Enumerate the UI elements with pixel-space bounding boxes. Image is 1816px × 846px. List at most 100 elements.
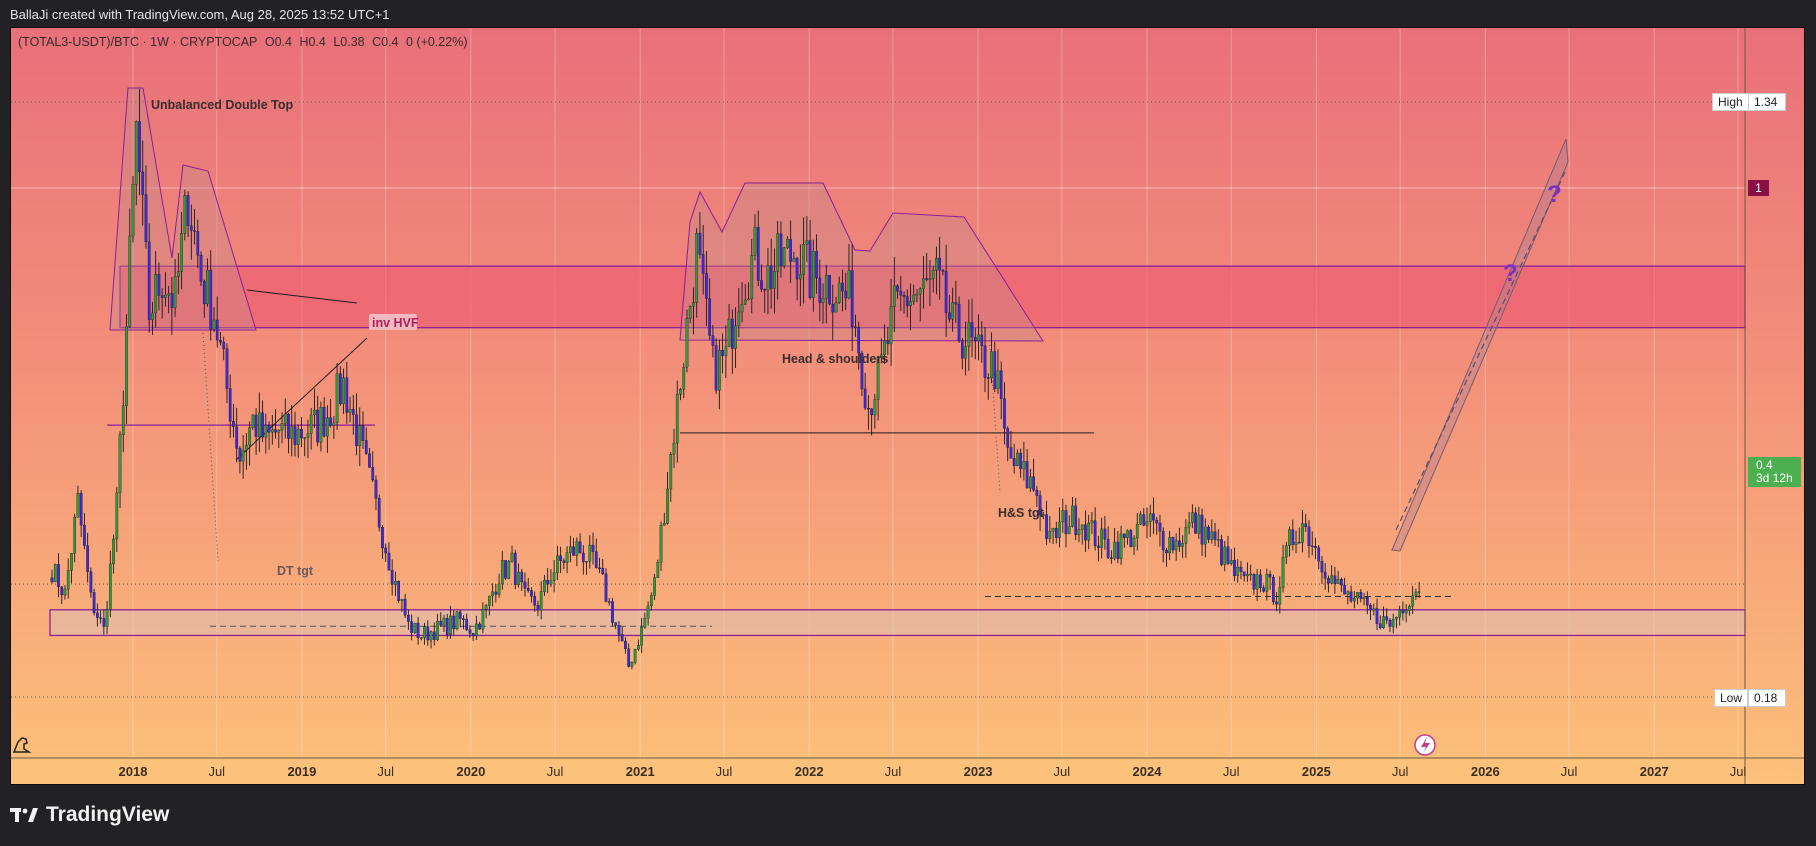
candle	[1122, 533, 1126, 548]
time-axis-tick-label: 2025	[1302, 764, 1331, 779]
candle-body	[614, 622, 618, 626]
candle-body	[1320, 560, 1324, 573]
candle-body	[251, 414, 255, 428]
candle	[180, 212, 183, 290]
candle	[384, 543, 388, 562]
candle-body	[1268, 574, 1272, 578]
candle-body	[666, 488, 669, 524]
candle	[403, 593, 407, 619]
candle	[1161, 527, 1165, 563]
candle	[782, 246, 786, 269]
candle	[572, 537, 575, 556]
low-value-tag: 0.18	[1748, 689, 1786, 707]
candle	[478, 621, 481, 630]
candle	[841, 269, 844, 312]
candle	[274, 409, 277, 439]
candle	[79, 490, 83, 538]
candle-body	[397, 581, 400, 601]
symbol-info[interactable]: (TOTAL3-USDT)/BTC · 1W · CRYPTOCAP O0.4 …	[18, 35, 472, 49]
candle	[1110, 550, 1113, 564]
candle-body	[1048, 531, 1052, 539]
candle-body	[70, 553, 73, 571]
candle-body	[1184, 526, 1188, 544]
candle	[779, 221, 783, 278]
candle	[967, 299, 971, 371]
candle-body	[261, 412, 264, 438]
candle-body	[756, 227, 760, 281]
candle	[818, 259, 822, 322]
candle-body	[1236, 566, 1240, 576]
candle-body	[125, 326, 128, 406]
candle	[73, 513, 77, 563]
candle	[121, 390, 125, 453]
double-top-outline	[109, 87, 257, 331]
candle-body	[1022, 461, 1026, 470]
candle	[400, 598, 404, 612]
candle-body	[753, 227, 757, 256]
symbol-name[interactable]: (TOTAL3-USDT)/BTC · 1W · CRYPTOCAP	[18, 35, 258, 49]
candle-body	[598, 567, 601, 570]
candle-body	[1200, 514, 1204, 545]
candle-body	[685, 318, 689, 368]
candle-body	[854, 326, 857, 329]
candle-body	[682, 367, 686, 390]
candle	[238, 445, 242, 474]
candle-body	[659, 524, 663, 563]
candle	[196, 219, 200, 269]
candle-body	[1207, 526, 1210, 540]
candle-body	[611, 601, 614, 623]
candle-body	[1323, 571, 1327, 579]
candle	[235, 407, 239, 463]
time-axis-tick-label: Jul	[547, 764, 564, 779]
candle-body	[1158, 522, 1162, 532]
candle-body	[345, 377, 349, 413]
tradingview-brand[interactable]: TradingView	[10, 803, 169, 827]
bar-countdown: 3d 12h	[1756, 471, 1793, 485]
candle	[60, 586, 64, 604]
candle-body	[1110, 557, 1113, 559]
candle	[1375, 598, 1379, 631]
candle-body	[170, 293, 174, 308]
candle-body	[241, 449, 245, 462]
candle	[1003, 382, 1006, 445]
dinosaur-icon	[12, 737, 32, 753]
candle-body	[860, 352, 864, 390]
candle-body	[387, 552, 391, 571]
candle-body	[173, 276, 177, 308]
candle	[517, 563, 520, 588]
candle-body	[990, 351, 993, 379]
candle	[1210, 519, 1214, 544]
candle	[999, 361, 1003, 420]
candle-body	[565, 552, 569, 563]
candle-body	[504, 560, 507, 579]
candle-body	[390, 570, 394, 585]
candle-body	[1165, 549, 1168, 554]
candle-body	[909, 301, 912, 307]
candle	[1297, 527, 1301, 544]
candle	[1019, 448, 1023, 478]
candle-body	[964, 346, 967, 359]
hs-target-label: H&S tgt	[998, 506, 1045, 520]
candle	[957, 296, 961, 343]
candle	[1378, 615, 1382, 630]
candle-body	[228, 388, 232, 422]
candle	[439, 612, 443, 627]
candle	[394, 571, 397, 597]
chart-frame[interactable]	[10, 27, 1805, 785]
candle	[1275, 591, 1278, 612]
candle-body	[892, 285, 896, 307]
candle-body	[692, 302, 695, 307]
candle-body	[1161, 531, 1165, 551]
candle-body	[1343, 584, 1346, 595]
level-one-tag: 1	[1748, 180, 1769, 196]
candle	[811, 239, 815, 312]
candle	[902, 291, 906, 314]
candle	[1012, 443, 1016, 474]
candle-body	[562, 560, 566, 563]
candle-body	[186, 195, 190, 226]
candle-body	[1220, 539, 1223, 565]
candle	[138, 88, 141, 196]
candle-body	[177, 271, 180, 277]
candle-body	[232, 421, 235, 427]
